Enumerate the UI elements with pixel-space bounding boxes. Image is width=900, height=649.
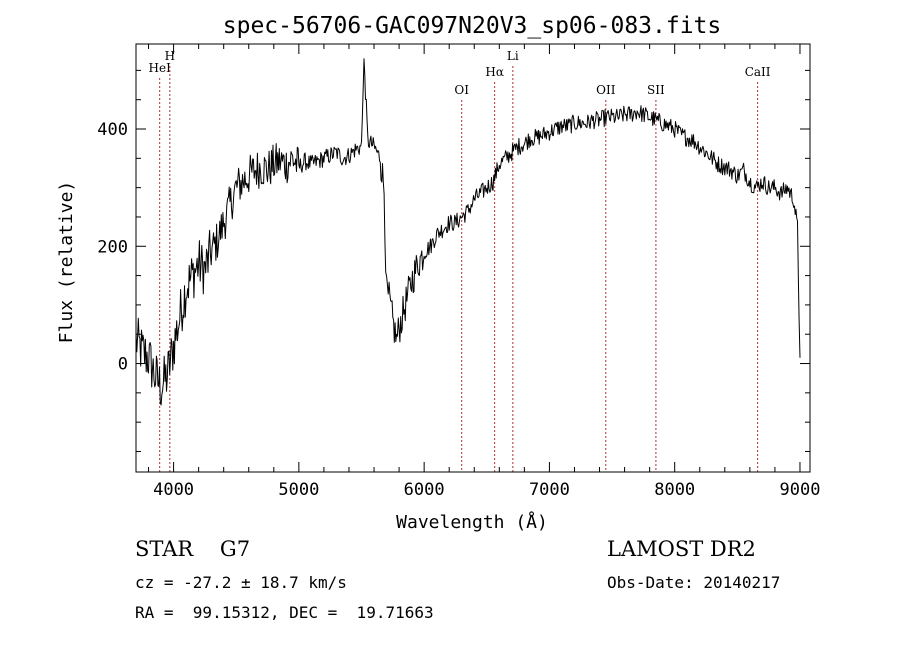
spectrum-series-layer (135, 58, 801, 406)
spectral-line-label: SII (647, 83, 665, 97)
plot-frame (135, 43, 811, 473)
chart-title: spec-56706-GAC097N20V3_sp06-083.fits (223, 13, 722, 39)
x-axis-label: Wavelength (Å) (396, 511, 548, 533)
x-tick-label: 8000 (654, 480, 695, 500)
y-tick-label: 0 (118, 355, 128, 375)
x-tick-label: 7000 (529, 480, 570, 500)
spectral-line-label: H (165, 49, 175, 63)
spectral-line-label: Li (507, 49, 519, 63)
redshift-velocity: cz = -27.2 ± 18.7 km/s (135, 573, 347, 592)
object-class: STAR G7 (135, 537, 251, 561)
x-tick-label: 9000 (780, 480, 821, 500)
spectral-line-label: OI (454, 83, 469, 97)
axes: 4000 5000 6000 7000 8000 9000 0 200 400 (97, 43, 821, 500)
x-tick-label: 5000 (278, 480, 319, 500)
observation-date: Obs-Date: 20140217 (607, 573, 781, 592)
x-tick-label: 6000 (404, 480, 445, 500)
spectral-line-label: HeI (149, 61, 172, 75)
spectrum-line (135, 58, 801, 406)
y-tick-label: 400 (97, 120, 128, 140)
y-tick-label: 200 (97, 237, 128, 257)
x-tick-label: 4000 (153, 480, 194, 500)
survey-name: LAMOST DR2 (607, 537, 756, 561)
y-axis-label: Flux (relative) (56, 181, 77, 344)
spectral-line-label: Hα (485, 65, 504, 79)
spectral-line-label: CaII (745, 65, 771, 79)
spectral-line-label: OII (596, 83, 616, 97)
sky-coordinates: RA = 99.15312, DEC = 19.71663 (135, 603, 434, 622)
